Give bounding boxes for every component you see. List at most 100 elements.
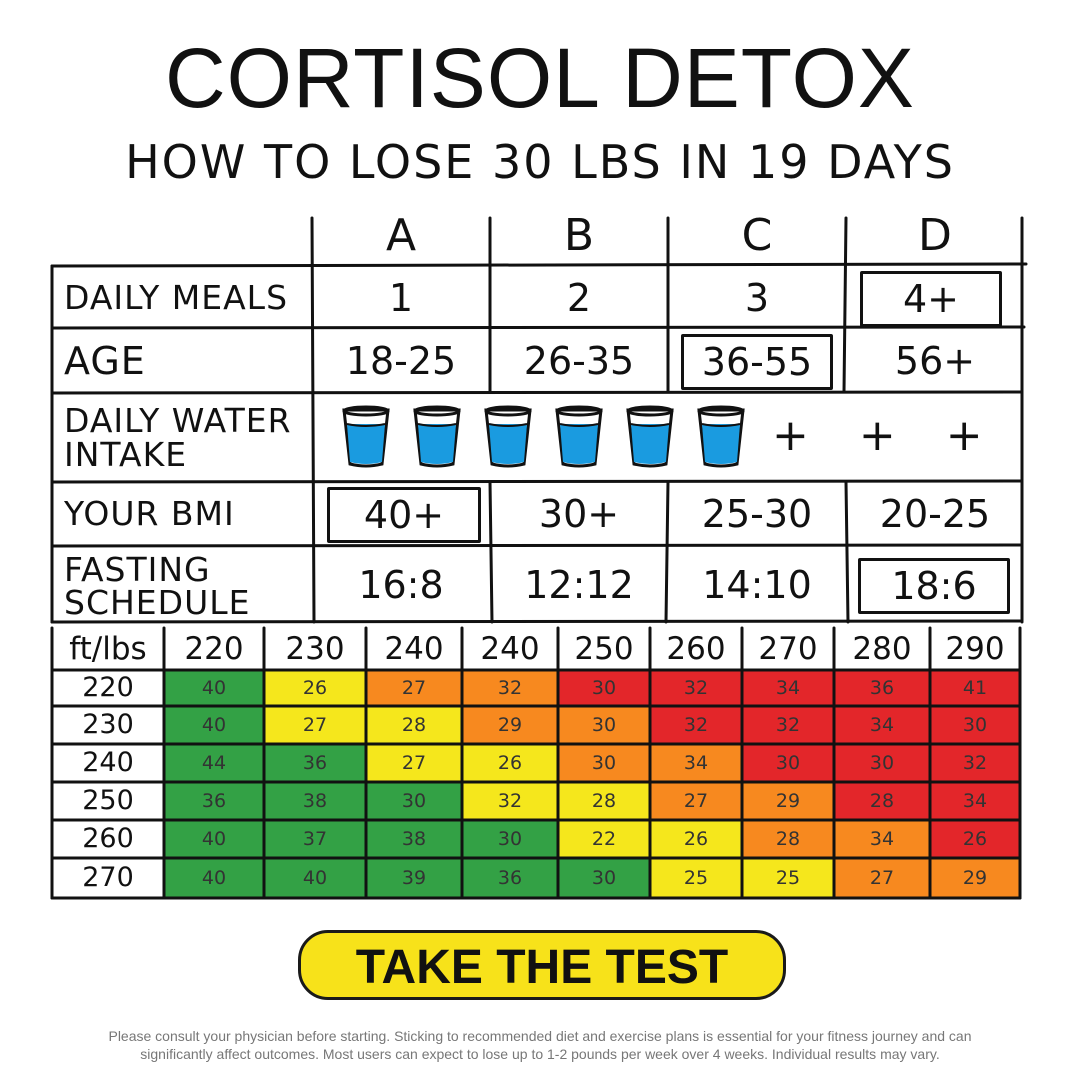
option-value: 56+: [894, 339, 976, 383]
option-value: 3: [744, 276, 770, 320]
heat-cell-value: 29: [962, 867, 988, 889]
row-label-daily-meals: DAILY MEALS: [64, 278, 289, 317]
heat-cell-value: 41: [962, 677, 988, 699]
option-value: 12:12: [524, 563, 634, 607]
option-meals-c[interactable]: 3: [668, 268, 846, 328]
heat-column-header: 270: [758, 631, 818, 667]
disclaimer-line-2: significantly affect outcomes. Most user…: [140, 1046, 940, 1062]
option-age-b[interactable]: 26-35: [490, 331, 668, 391]
disclaimer-line-1: Please consult your physician before sta…: [108, 1028, 972, 1044]
row-label-bmi: YOUR BMI: [64, 494, 235, 533]
row-label-fasting-line1: FASTING: [64, 550, 211, 589]
water-glass-icon: [342, 405, 390, 468]
heat-cell-value: 44: [201, 752, 227, 774]
heat-row-label: 260: [82, 823, 134, 854]
option-value: 14:10: [702, 563, 812, 607]
column-header-a: A: [385, 210, 417, 261]
heat-column-header: 220: [184, 631, 244, 667]
water-glass-icon: [555, 405, 603, 468]
heat-corner-label: ft/lbs: [69, 631, 147, 667]
option-age-c[interactable]: 36-55: [668, 331, 846, 391]
heat-cell-value: 40: [201, 677, 227, 699]
page-subtitle: HOW TO LOSE 30 LBS IN 19 DAYS: [125, 135, 955, 189]
heat-cell-value: 32: [683, 677, 709, 699]
heat-cell-value: 32: [497, 677, 523, 699]
row-label-age: AGE: [64, 339, 146, 383]
option-value-selected: 18:6: [858, 558, 1010, 614]
disclaimer: Please consult your physician before sta…: [20, 1027, 1060, 1063]
row-label-water-line1: DAILY WATER: [64, 401, 292, 440]
heat-cell-value: 28: [591, 790, 617, 812]
heat-column-header: 250: [574, 631, 634, 667]
heat-cell-value: 29: [775, 790, 801, 812]
heat-column-header: 290: [945, 631, 1005, 667]
option-fasting-d[interactable]: 18:6: [850, 555, 1018, 615]
heat-cell-value: 40: [201, 867, 227, 889]
heat-column-header: 230: [285, 631, 345, 667]
heat-cell-value: 28: [869, 790, 895, 812]
option-meals-a[interactable]: 1: [312, 268, 490, 328]
heat-cell-value: 26: [962, 828, 988, 850]
heat-cell-value: 30: [591, 714, 617, 736]
heat-cell-value: 25: [683, 867, 709, 889]
heat-row-label: 250: [82, 785, 134, 816]
option-value-selected: 40+: [326, 487, 482, 543]
option-value: 1: [388, 276, 414, 320]
option-fasting-b[interactable]: 12:12: [490, 555, 668, 615]
heat-cell-value: 27: [683, 790, 709, 812]
heat-column-header: 280: [852, 631, 912, 667]
option-bmi-d[interactable]: 20-25: [846, 484, 1024, 544]
row-label-water-line2: INTAKE: [64, 435, 188, 474]
heat-cell-value: 30: [401, 790, 427, 812]
heat-cell-value: 27: [302, 714, 328, 736]
option-age-d[interactable]: 56+: [846, 331, 1024, 391]
heat-cell-value: 26: [302, 677, 328, 699]
heat-row-label: 270: [82, 862, 134, 893]
heat-cell-value: 38: [401, 828, 427, 850]
heat-cell-value: 32: [497, 790, 523, 812]
heat-cell-value: 25: [775, 867, 801, 889]
heat-cell-value: 28: [775, 828, 801, 850]
heat-cell-value: 32: [683, 714, 709, 736]
heat-cell-value: 26: [497, 752, 523, 774]
option-fasting-c[interactable]: 14:10: [668, 555, 846, 615]
heat-column-header: 240: [384, 631, 444, 667]
option-bmi-a[interactable]: 40+: [318, 484, 490, 544]
option-value: 16:8: [358, 563, 444, 607]
heat-cell-value: 34: [869, 828, 895, 850]
heat-column-header: 240: [480, 631, 540, 667]
option-meals-b[interactable]: 2: [490, 268, 668, 328]
column-header-d: D: [918, 210, 952, 261]
option-value: 2: [566, 276, 592, 320]
heat-cell-value: 27: [401, 752, 427, 774]
water-glass-icon: [484, 405, 532, 468]
heat-cell-value: 40: [201, 828, 227, 850]
option-age-a[interactable]: 18-25: [312, 331, 490, 391]
option-value: 25-30: [701, 492, 813, 536]
heat-cell-value: 27: [401, 677, 427, 699]
option-value-selected: 4+: [859, 271, 1003, 327]
option-bmi-b[interactable]: 30+: [490, 484, 668, 544]
heat-column-header: 260: [666, 631, 726, 667]
option-bmi-c[interactable]: 25-30: [668, 484, 846, 544]
page-title: CORTISOL DETOX: [165, 31, 915, 125]
heat-cell-value: 36: [201, 790, 227, 812]
heat-cell-value: 22: [591, 828, 617, 850]
heat-cell-value: 36: [302, 752, 328, 774]
heat-cell-value: 30: [591, 867, 617, 889]
take-the-test-button[interactable]: TAKE THE TEST: [298, 930, 786, 1000]
water-cups[interactable]: [338, 404, 938, 474]
option-value-selected: 36-55: [680, 334, 834, 390]
heat-row-label: 240: [82, 747, 134, 778]
heat-cell-value: 30: [591, 677, 617, 699]
heat-cell-value: 40: [302, 867, 328, 889]
option-fasting-a[interactable]: 16:8: [312, 555, 490, 615]
heat-cell-value: 27: [869, 867, 895, 889]
option-value: 30+: [538, 492, 620, 536]
water-glass-icon: [697, 405, 745, 468]
heat-cell-value: 30: [591, 752, 617, 774]
option-meals-d[interactable]: 4+: [846, 268, 1016, 328]
heat-cell-value: 34: [775, 677, 801, 699]
water-plus-signs: + + +: [772, 410, 1001, 461]
water-glass-icon: [626, 405, 674, 468]
